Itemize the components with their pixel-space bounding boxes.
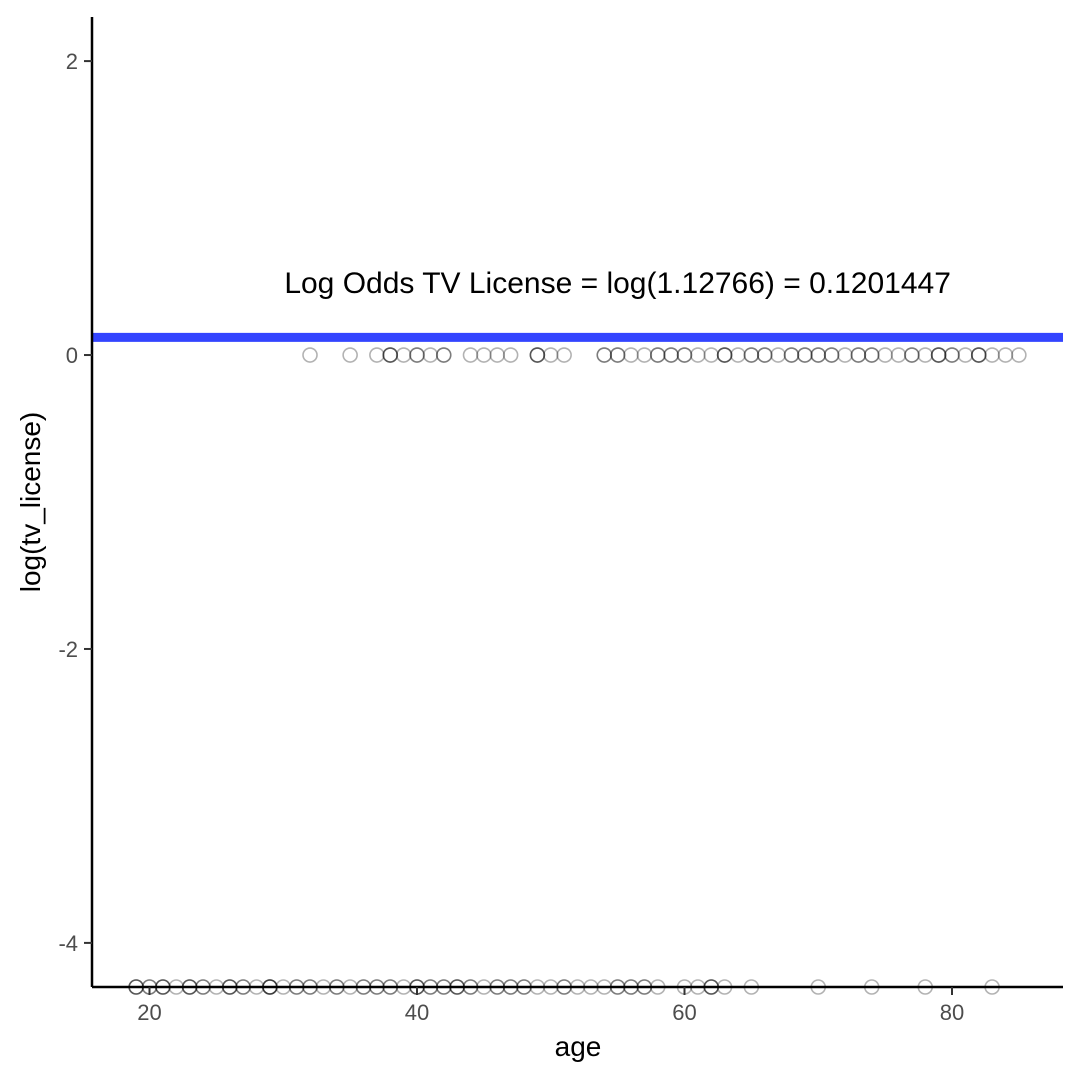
data-point xyxy=(930,347,947,363)
data-point xyxy=(930,347,947,363)
data-point xyxy=(944,347,960,363)
data-point xyxy=(703,347,720,363)
data-point xyxy=(863,347,880,363)
data-point xyxy=(596,347,613,363)
data-point xyxy=(904,347,920,363)
data-point xyxy=(837,347,853,363)
data-point xyxy=(663,347,679,363)
data-point xyxy=(556,347,572,363)
data-point xyxy=(957,347,974,363)
data-point xyxy=(302,347,318,363)
data-point xyxy=(1011,347,1027,363)
data-point xyxy=(690,347,706,363)
data-point xyxy=(716,347,733,363)
x-tick-label: 40 xyxy=(405,1000,429,1025)
data-point xyxy=(863,347,880,363)
data-point xyxy=(970,347,987,363)
data-point xyxy=(716,347,733,363)
data-point xyxy=(890,347,907,363)
data-point xyxy=(382,347,399,363)
data-point xyxy=(850,347,867,363)
data-point xyxy=(502,347,519,363)
log-odds-annotation: Log Odds TV License = log(1.12766) = 0.1… xyxy=(284,267,951,300)
data-point xyxy=(476,347,492,363)
data-point xyxy=(435,347,452,363)
data-point xyxy=(649,347,666,363)
data-point xyxy=(529,347,546,363)
y-tick-label: -4 xyxy=(58,931,78,956)
y-tick-label: -2 xyxy=(58,637,78,662)
data-point xyxy=(542,347,559,363)
y-tick-label: 0 xyxy=(66,343,78,368)
data-point xyxy=(422,347,439,363)
data-point xyxy=(730,347,746,363)
data-point xyxy=(970,347,987,363)
x-axis-title: age xyxy=(555,1031,602,1062)
data-point xyxy=(529,347,546,363)
data-point xyxy=(756,347,773,363)
data-point xyxy=(462,347,479,363)
data-point xyxy=(609,347,626,363)
data-point xyxy=(984,347,1000,363)
data-point xyxy=(783,347,800,363)
data-point xyxy=(930,347,947,363)
y-ticks: -4 -2 0 2 xyxy=(58,49,92,956)
data-point xyxy=(810,347,827,363)
x-ticks: 20 40 60 80 xyxy=(137,987,964,1025)
data-point xyxy=(944,347,960,363)
data-point xyxy=(676,347,693,363)
data-point xyxy=(783,347,800,363)
data-point xyxy=(382,347,399,363)
data-point xyxy=(997,347,1014,363)
data-point xyxy=(649,347,666,363)
y-axis-title: log(tv_license) xyxy=(15,412,46,593)
data-point xyxy=(636,347,653,363)
data-point xyxy=(756,347,773,363)
x-tick-label: 80 xyxy=(940,1000,964,1025)
data-point xyxy=(409,347,425,363)
data-point xyxy=(770,347,786,363)
data-point xyxy=(609,347,626,363)
data-point xyxy=(382,347,399,363)
data-point xyxy=(904,347,920,363)
data-point xyxy=(663,347,679,363)
data-point xyxy=(810,347,827,363)
data-point xyxy=(395,347,412,363)
data-point xyxy=(596,347,613,363)
data-point xyxy=(435,347,452,363)
data-point xyxy=(409,347,425,363)
data-point xyxy=(369,347,385,363)
data-point xyxy=(823,347,840,363)
data-point xyxy=(342,347,358,363)
data-point xyxy=(970,347,987,363)
data-point xyxy=(877,347,893,363)
data-point xyxy=(850,347,867,363)
data-point xyxy=(623,347,639,363)
points-layer xyxy=(128,347,1027,995)
x-tick-label: 20 xyxy=(137,1000,161,1025)
data-point xyxy=(743,347,760,363)
data-point xyxy=(743,347,760,363)
data-point xyxy=(797,347,813,363)
y-tick-label: 2 xyxy=(66,49,78,74)
data-point xyxy=(917,347,934,363)
data-point xyxy=(676,347,693,363)
data-point xyxy=(716,347,733,363)
x-tick-label: 60 xyxy=(672,1000,696,1025)
data-point xyxy=(489,347,506,363)
data-point xyxy=(529,347,546,363)
data-point xyxy=(797,347,813,363)
data-point xyxy=(823,347,840,363)
